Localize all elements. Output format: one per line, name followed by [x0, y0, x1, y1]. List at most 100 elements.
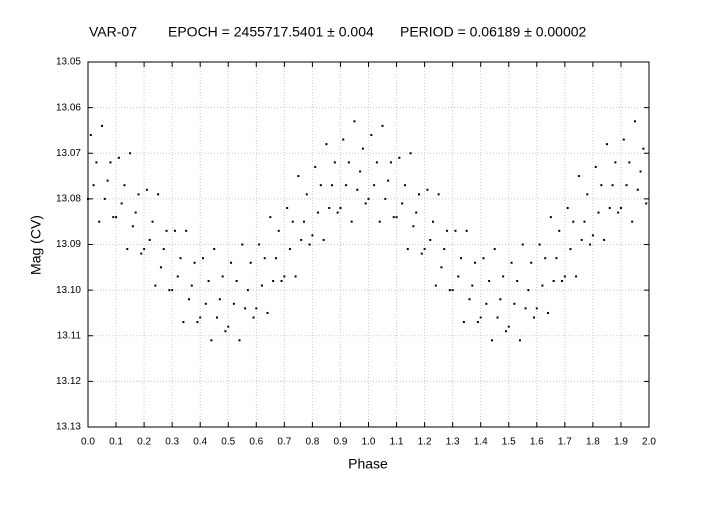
data-point	[106, 179, 109, 182]
data-point	[98, 220, 101, 223]
data-point	[274, 257, 277, 260]
data-point	[92, 184, 95, 187]
data-point	[622, 138, 625, 141]
x-tick-label: 2.0	[642, 437, 656, 448]
data-point	[143, 248, 146, 251]
data-point	[605, 143, 608, 146]
data-point	[597, 211, 600, 214]
data-point	[286, 207, 289, 209]
data-point	[347, 161, 350, 164]
data-point	[375, 161, 378, 164]
data-point	[563, 275, 566, 278]
data-point	[246, 289, 249, 292]
data-point	[577, 175, 580, 178]
data-point	[524, 307, 527, 310]
data-point	[148, 238, 151, 241]
data-point	[642, 147, 645, 150]
data-point	[291, 220, 294, 223]
data-point	[415, 211, 418, 214]
data-point	[401, 202, 404, 205]
data-point	[395, 216, 398, 219]
data-point	[490, 339, 493, 342]
x-tick-label: 0.8	[305, 437, 319, 448]
data-point	[516, 280, 519, 282]
data-point	[269, 216, 272, 219]
data-point	[538, 243, 541, 246]
data-point	[575, 275, 578, 278]
x-tick-label: 0.9	[333, 437, 347, 448]
data-point	[216, 316, 219, 319]
data-point	[173, 229, 176, 232]
data-point	[645, 202, 648, 205]
x-tick-label: 1.3	[446, 437, 460, 448]
data-point	[115, 216, 118, 219]
data-point	[193, 261, 196, 264]
data-point	[541, 284, 544, 287]
data-point	[558, 229, 561, 232]
x-tick-label: 1.4	[474, 437, 488, 448]
y-tick-label: 13.11	[57, 330, 82, 341]
data-point	[117, 156, 120, 159]
data-point	[547, 311, 550, 314]
data-point	[465, 229, 468, 232]
data-point	[277, 229, 280, 232]
y-tick-label: 13.13	[56, 422, 81, 433]
data-point	[633, 120, 636, 123]
data-point	[417, 193, 420, 196]
x-tick-label: 1.6	[530, 437, 544, 448]
data-point	[112, 216, 115, 219]
data-point	[359, 170, 362, 173]
data-point	[367, 197, 370, 200]
data-point	[496, 316, 499, 319]
data-point	[448, 289, 451, 292]
data-point	[89, 134, 92, 136]
data-point	[272, 280, 275, 282]
period-annotation: PERIOD = 0.06189 ± 0.00002	[400, 24, 587, 40]
data-point	[134, 211, 137, 214]
data-point	[294, 275, 297, 278]
points	[87, 120, 648, 342]
data-point	[594, 165, 597, 168]
data-point	[185, 229, 188, 232]
data-point	[207, 280, 210, 282]
data-point	[218, 298, 221, 301]
data-point	[446, 229, 449, 232]
data-point	[420, 252, 423, 255]
data-point	[232, 302, 235, 305]
data-point	[350, 220, 353, 223]
data-point	[131, 225, 134, 228]
data-point	[457, 275, 460, 278]
data-point	[625, 184, 628, 187]
data-point	[462, 321, 465, 324]
data-point	[443, 248, 446, 251]
data-point	[129, 152, 132, 155]
data-point	[389, 161, 392, 164]
data-point	[317, 211, 320, 214]
data-point	[566, 207, 569, 209]
data-point	[288, 248, 291, 251]
x-tick-label: 0.1	[109, 437, 123, 448]
data-point	[103, 197, 106, 200]
data-point	[260, 284, 263, 287]
x-tick-label: 1.2	[418, 437, 432, 448]
data-point	[145, 188, 148, 191]
data-point	[409, 152, 412, 155]
data-point	[204, 302, 207, 305]
x-tick-label: 0.0	[81, 437, 95, 448]
x-tick-label: 1.7	[558, 437, 572, 448]
data-point	[95, 161, 98, 164]
data-point	[429, 238, 432, 241]
data-point	[454, 229, 457, 232]
data-point	[631, 220, 634, 223]
data-point	[639, 170, 642, 173]
data-point	[361, 147, 364, 150]
data-point	[319, 184, 322, 187]
data-point	[263, 257, 266, 260]
data-point	[583, 220, 586, 223]
data-point	[322, 238, 325, 241]
data-point	[572, 220, 575, 223]
y-axis-label: Mag (CV)	[28, 215, 44, 275]
data-point	[392, 216, 395, 219]
chart-title: VAR-07	[89, 24, 137, 40]
